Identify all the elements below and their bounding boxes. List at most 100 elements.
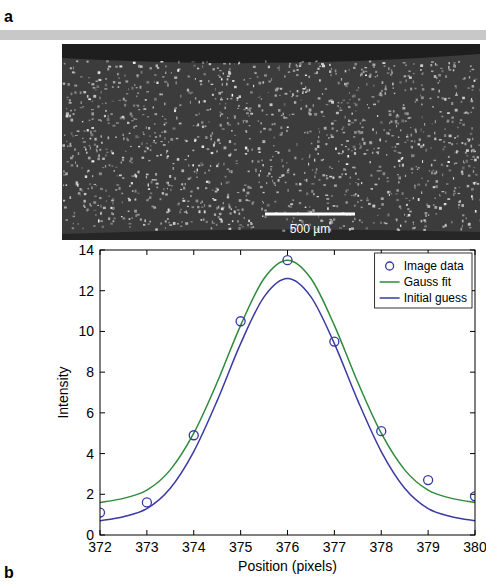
speckle (135, 119, 137, 120)
speckle (108, 196, 110, 197)
speckle (467, 87, 470, 88)
speckle (208, 80, 209, 82)
speckle (86, 152, 87, 154)
speckle (219, 76, 221, 78)
speckle (210, 138, 212, 141)
speckle (308, 163, 309, 166)
speckle (178, 61, 179, 64)
speckle (421, 73, 422, 75)
speckle (119, 174, 122, 176)
speckle (185, 222, 188, 225)
speckle (422, 72, 423, 75)
speckle (188, 164, 189, 166)
speckle (66, 108, 67, 110)
speckle (242, 208, 244, 211)
speckle (412, 154, 414, 157)
speckle (229, 63, 230, 65)
speckle (434, 132, 435, 135)
speckle (326, 104, 329, 105)
speckle (454, 137, 456, 139)
speckle (88, 77, 89, 78)
speckle (308, 76, 310, 78)
speckle (448, 198, 451, 200)
speckle (366, 227, 368, 229)
speckle (85, 149, 86, 151)
speckle (311, 143, 313, 145)
plot-area (100, 250, 475, 535)
speckle (114, 170, 116, 172)
speckle (221, 208, 224, 211)
speckle (329, 176, 332, 178)
speckle (115, 167, 117, 168)
speckle (232, 220, 234, 222)
speckle (150, 67, 152, 69)
speckle (80, 194, 81, 196)
speckle (388, 67, 389, 70)
speckle (292, 199, 294, 201)
speckle (285, 93, 288, 95)
speckle (399, 206, 401, 208)
speckle (148, 127, 150, 130)
speckle (252, 160, 254, 162)
speckle (349, 92, 350, 94)
speckle (167, 188, 168, 189)
speckle (168, 141, 169, 143)
speckle (134, 84, 135, 86)
speckle (409, 117, 412, 119)
speckle (128, 211, 130, 212)
speckle (91, 127, 94, 129)
speckle (132, 217, 133, 219)
speckle (186, 211, 188, 213)
speckle (454, 163, 455, 165)
speckle (164, 137, 165, 140)
speckle (357, 183, 359, 185)
speckle (142, 157, 145, 159)
speckle (287, 189, 289, 192)
speckle (63, 200, 65, 201)
speckle (90, 205, 92, 207)
speckle (238, 105, 240, 107)
speckle (127, 122, 130, 124)
speckle (245, 130, 247, 132)
speckle (171, 185, 173, 186)
speckle (407, 140, 409, 141)
speckle (262, 140, 265, 143)
speckle (363, 120, 366, 121)
speckle (180, 226, 182, 227)
speckle (478, 145, 480, 146)
speckle (63, 170, 64, 172)
speckle (213, 68, 215, 70)
speckle (348, 120, 351, 121)
speckle (475, 79, 478, 80)
speckle (164, 130, 166, 133)
speckle (313, 104, 314, 107)
speckle (462, 97, 465, 100)
speckle (435, 63, 436, 66)
speckle (136, 96, 137, 98)
speckle (353, 136, 355, 137)
speckle (349, 183, 351, 185)
speckle (255, 168, 256, 171)
speckle (314, 176, 315, 179)
speckle (405, 89, 407, 91)
speckle (317, 68, 319, 70)
speckle (453, 64, 455, 67)
speckle (180, 209, 182, 210)
speckle (193, 65, 195, 67)
speckle (258, 120, 259, 122)
x-tick-label: 373 (135, 539, 159, 555)
speckle (265, 60, 267, 63)
speckle (362, 222, 363, 224)
speckle (402, 192, 404, 195)
speckle (222, 128, 225, 130)
legend-line (380, 281, 400, 283)
speckle (472, 89, 474, 91)
speckle (288, 149, 290, 152)
speckle (217, 189, 219, 191)
speckle (395, 146, 397, 148)
speckle (147, 147, 149, 149)
speckle (318, 136, 319, 138)
speckle (329, 166, 330, 168)
speckle (377, 100, 379, 102)
speckle (232, 80, 234, 82)
